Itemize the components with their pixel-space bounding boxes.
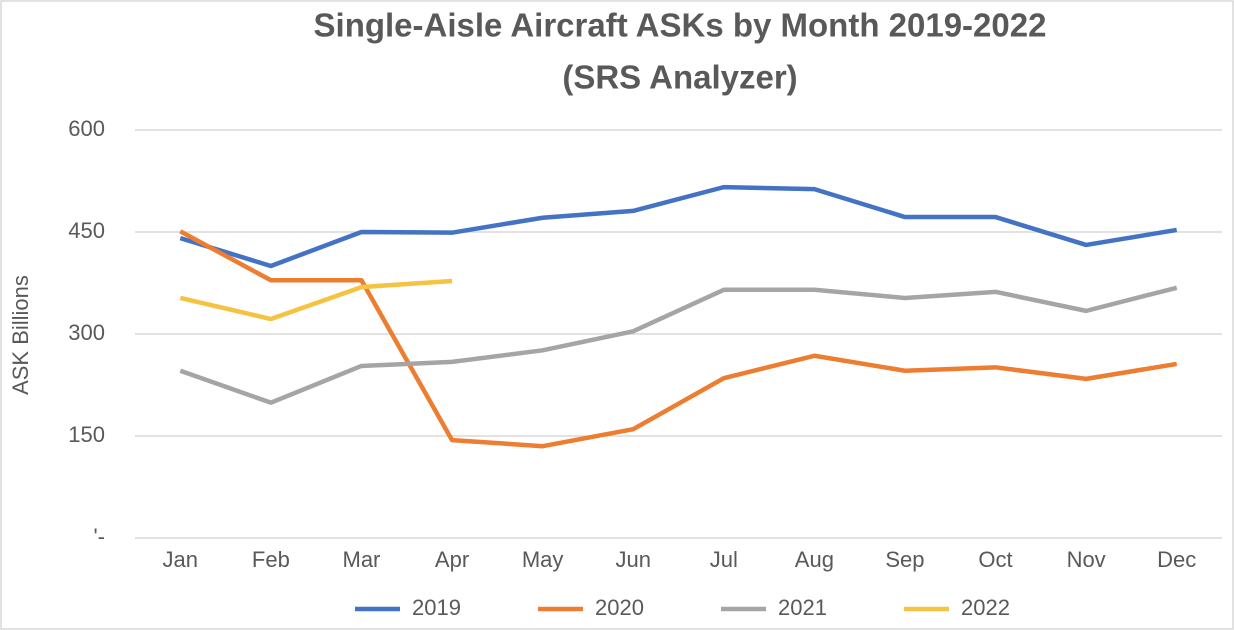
legend-label: 2022 — [961, 595, 1010, 620]
x-tick-label: Jul — [710, 547, 738, 572]
y-tick-label: 150 — [68, 422, 105, 447]
y-tick-label: 300 — [68, 320, 105, 345]
x-tick-label: Mar — [343, 547, 381, 572]
y-tick-label: 450 — [68, 218, 105, 243]
chart-subtitle: (SRS Analyzer) — [562, 59, 797, 96]
x-tick-label: Jun — [615, 547, 650, 572]
y-tick-label: '- — [93, 524, 105, 549]
series-line — [179, 184, 1178, 269]
y-axis-label: ASK Billions — [8, 275, 33, 395]
legend-label: 2020 — [595, 595, 644, 620]
legend-label: 2021 — [778, 595, 827, 620]
x-tick-label: Dec — [1157, 547, 1196, 572]
x-tick-label: May — [522, 547, 564, 572]
x-tick-label: Sep — [885, 547, 924, 572]
x-tick-label: Oct — [978, 547, 1012, 572]
chart-title: Single-Aisle Aircraft ASKs by Month 2019… — [314, 7, 1047, 44]
legend-label: 2019 — [412, 595, 461, 620]
x-tick-label: Jan — [163, 547, 198, 572]
x-tick-label: Feb — [252, 547, 290, 572]
series-line — [179, 278, 453, 322]
series-line — [179, 229, 1178, 449]
y-tick-label: 600 — [68, 116, 105, 141]
x-tick-label: Aug — [795, 547, 834, 572]
x-tick-label: Apr — [435, 547, 469, 572]
series-line — [179, 285, 1178, 405]
x-tick-label: Nov — [1067, 547, 1106, 572]
